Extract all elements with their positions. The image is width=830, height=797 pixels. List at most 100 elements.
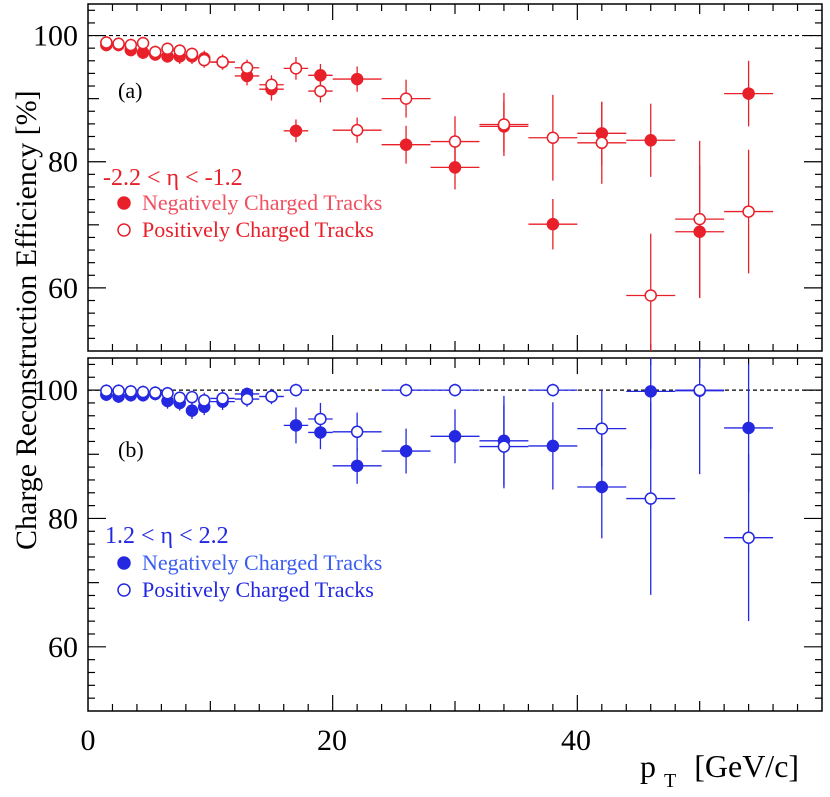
panel-b-point-positive [430,383,480,397]
panel-b-point-positive [283,383,309,397]
panel-a-ytick-label-100: 100 [33,20,78,53]
panel-a-point-positive [528,94,578,181]
marker [448,383,462,397]
marker [100,36,113,49]
marker [289,383,303,397]
x-axis-label-sub: T [664,770,676,792]
marker [644,134,657,147]
panel-b-point-positive [197,392,211,409]
marker [693,212,706,226]
panel-a-point-positive [259,75,284,95]
panel-a-legend-open-marker [117,223,131,237]
marker [399,92,413,105]
panel-b-point-positive [112,384,125,398]
marker [314,84,327,98]
panel-a-point-positive [430,116,480,167]
panel-a-label: (a) [118,78,142,103]
panel-b-legend-filled-marker [117,556,131,570]
panel-a-point-negative [136,46,150,59]
panel-b-ytick-label-100: 100 [33,374,78,407]
marker [742,421,755,435]
marker [185,47,199,61]
panel-b-point-positive [528,383,578,397]
panel-b-ytick-label-60: 60 [48,631,78,664]
marker [185,390,199,404]
panel-b-point-positive [332,412,382,452]
marker [350,123,364,137]
panel-b-legend-positive: Positively Charged Tracks [142,577,374,602]
panel-a-point-positive [308,79,333,103]
panel-b-point-positive [626,402,676,595]
panel-a-point-positive [100,36,113,49]
marker [742,531,755,544]
marker [216,392,229,405]
panel-b-point-negative [332,447,382,484]
marker [350,459,364,473]
panel-b-point-positive [173,391,186,405]
x-tick-label-40: 40 [561,724,591,757]
panel-b-point-positive [724,454,774,622]
panel-b-point-positive [100,384,113,398]
marker [136,36,150,50]
panel-a-point-positive [234,59,260,76]
panel-a-point-positive [149,45,162,59]
panel-a-point-negative [283,119,309,143]
marker [546,383,560,397]
panel-b-ticks: 60 80 100 [33,358,822,711]
panel-a: 60 80 100 (a) -2.2 < η < -1.2 Negatively C… [33,3,823,352]
panel-b-marks [100,358,774,622]
marker [173,44,186,57]
marker [693,383,706,397]
panel-a-point-negative [528,198,578,250]
marker [240,392,254,406]
panel-b-point-negative [430,409,480,464]
marker [644,492,657,505]
marker [197,53,211,67]
marker [644,385,657,398]
marker [289,124,303,138]
marker [546,439,560,453]
panel-b-label: (b) [118,437,144,462]
panel-a-legend-negative: Negatively Charged Tracks [142,190,382,215]
panel-a-ytick-label-80: 80 [48,146,78,179]
panel-b-point-positive [381,383,431,397]
panel-b-ytick-label-80: 80 [48,502,78,535]
marker [595,422,609,435]
panel-b-point-positive [124,384,138,398]
panel-b-point-positive [234,391,260,407]
panel-b-point-positive [259,390,284,403]
panel-b-point-positive [185,390,199,404]
x-tick-label-20: 20 [317,724,347,757]
x-tick-labels: 0 20 40 [81,724,592,757]
marker [112,37,125,50]
marker [161,387,174,400]
panel-b-point-negative [528,402,578,490]
panel-b-point-positive [479,404,529,489]
panel-b-point-positive [149,386,162,400]
x-axis-label: p T [GeV/c] [640,748,799,794]
panel-a-point-positive [577,101,627,184]
panel-b-point-positive [577,390,627,468]
marker [497,118,511,131]
marker [185,404,199,417]
panel-a-point-positive [161,42,174,56]
x-tick-label-0: 0 [81,724,96,757]
marker [124,38,138,52]
marker [136,385,150,399]
panel-b-point-negative [381,428,431,474]
panel-b-legend-negative: Negatively Charged Tracks [142,550,382,575]
marker [240,61,254,74]
panel-b-point-positive [210,390,235,407]
x-axis-label-unit: [GeV/c] [694,748,799,784]
panel-a-ticks: 60 80 100 [33,4,822,351]
panel-a-point-positive [724,149,774,274]
panel-a-point-positive [185,47,199,61]
marker [289,419,303,432]
marker [742,205,755,218]
panel-a-point-positive [283,56,309,80]
marker [265,390,278,403]
panel-b-point-positive [161,386,174,400]
marker [149,386,162,399]
marker [289,62,303,75]
